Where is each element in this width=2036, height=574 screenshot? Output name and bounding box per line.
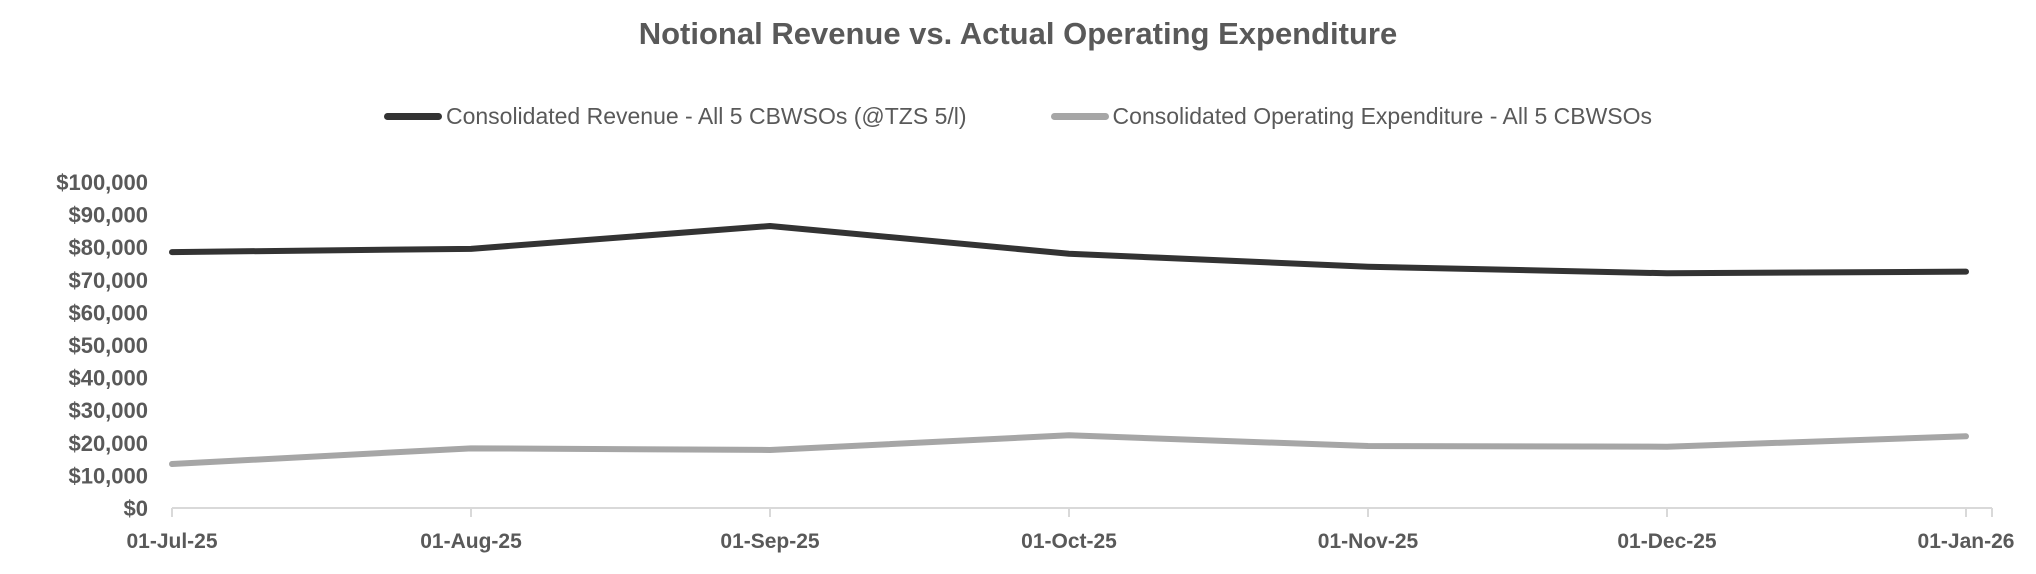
y-axis-tick-label: $70,000 — [68, 268, 148, 293]
x-axis-tick-label: 01-Aug-25 — [420, 530, 522, 553]
x-axis-tick-label: 01-Sep-25 — [720, 530, 820, 553]
x-axis-tick-label: 01-Nov-25 — [1318, 530, 1419, 553]
x-axis-tick-label: 01-Jan-26 — [1918, 530, 2015, 553]
chart-title: Notional Revenue vs. Actual Operating Ex… — [638, 16, 1398, 51]
y-axis-tick-label: $20,000 — [68, 431, 148, 456]
x-axis-tick-label: 01-Dec-25 — [1617, 530, 1717, 553]
y-axis-tick-label: $60,000 — [68, 300, 148, 325]
expenditure-line — [169, 432, 1969, 467]
y-axis-tick-label: $40,000 — [68, 366, 148, 391]
y-axis-tick-label: $10,000 — [68, 463, 148, 488]
legend-label-revenue: Consolidated Revenue - All 5 CBWSOs (@TZ… — [445, 103, 967, 129]
y-axis-tick-label: $0 — [124, 496, 148, 521]
legend-label-expenditure: Consolidated Operating Expenditure - All… — [1112, 103, 1653, 129]
legend-swatch-revenue — [383, 113, 442, 120]
y-axis-tick-label: $90,000 — [68, 203, 148, 228]
revenue-line — [169, 223, 1969, 277]
legend-item-expenditure: Consolidated Operating Expenditure - All… — [1050, 103, 1653, 130]
y-axis-tick-label: $80,000 — [68, 235, 148, 260]
y-axis-tick-label: $50,000 — [68, 333, 148, 358]
y-axis-tick-label: $30,000 — [68, 398, 148, 423]
x-axis-tick-label: 01-Jul-25 — [126, 530, 217, 553]
y-axis-tick-label: $100,000 — [56, 170, 148, 195]
x-axis-tick-label: 01-Oct-25 — [1021, 530, 1117, 553]
legend-swatch-expenditure — [1050, 113, 1109, 120]
legend-item-revenue: Consolidated Revenue - All 5 CBWSOs (@TZ… — [383, 103, 967, 130]
legend: Consolidated Revenue - All 5 CBWSOs (@TZ… — [0, 103, 2036, 130]
